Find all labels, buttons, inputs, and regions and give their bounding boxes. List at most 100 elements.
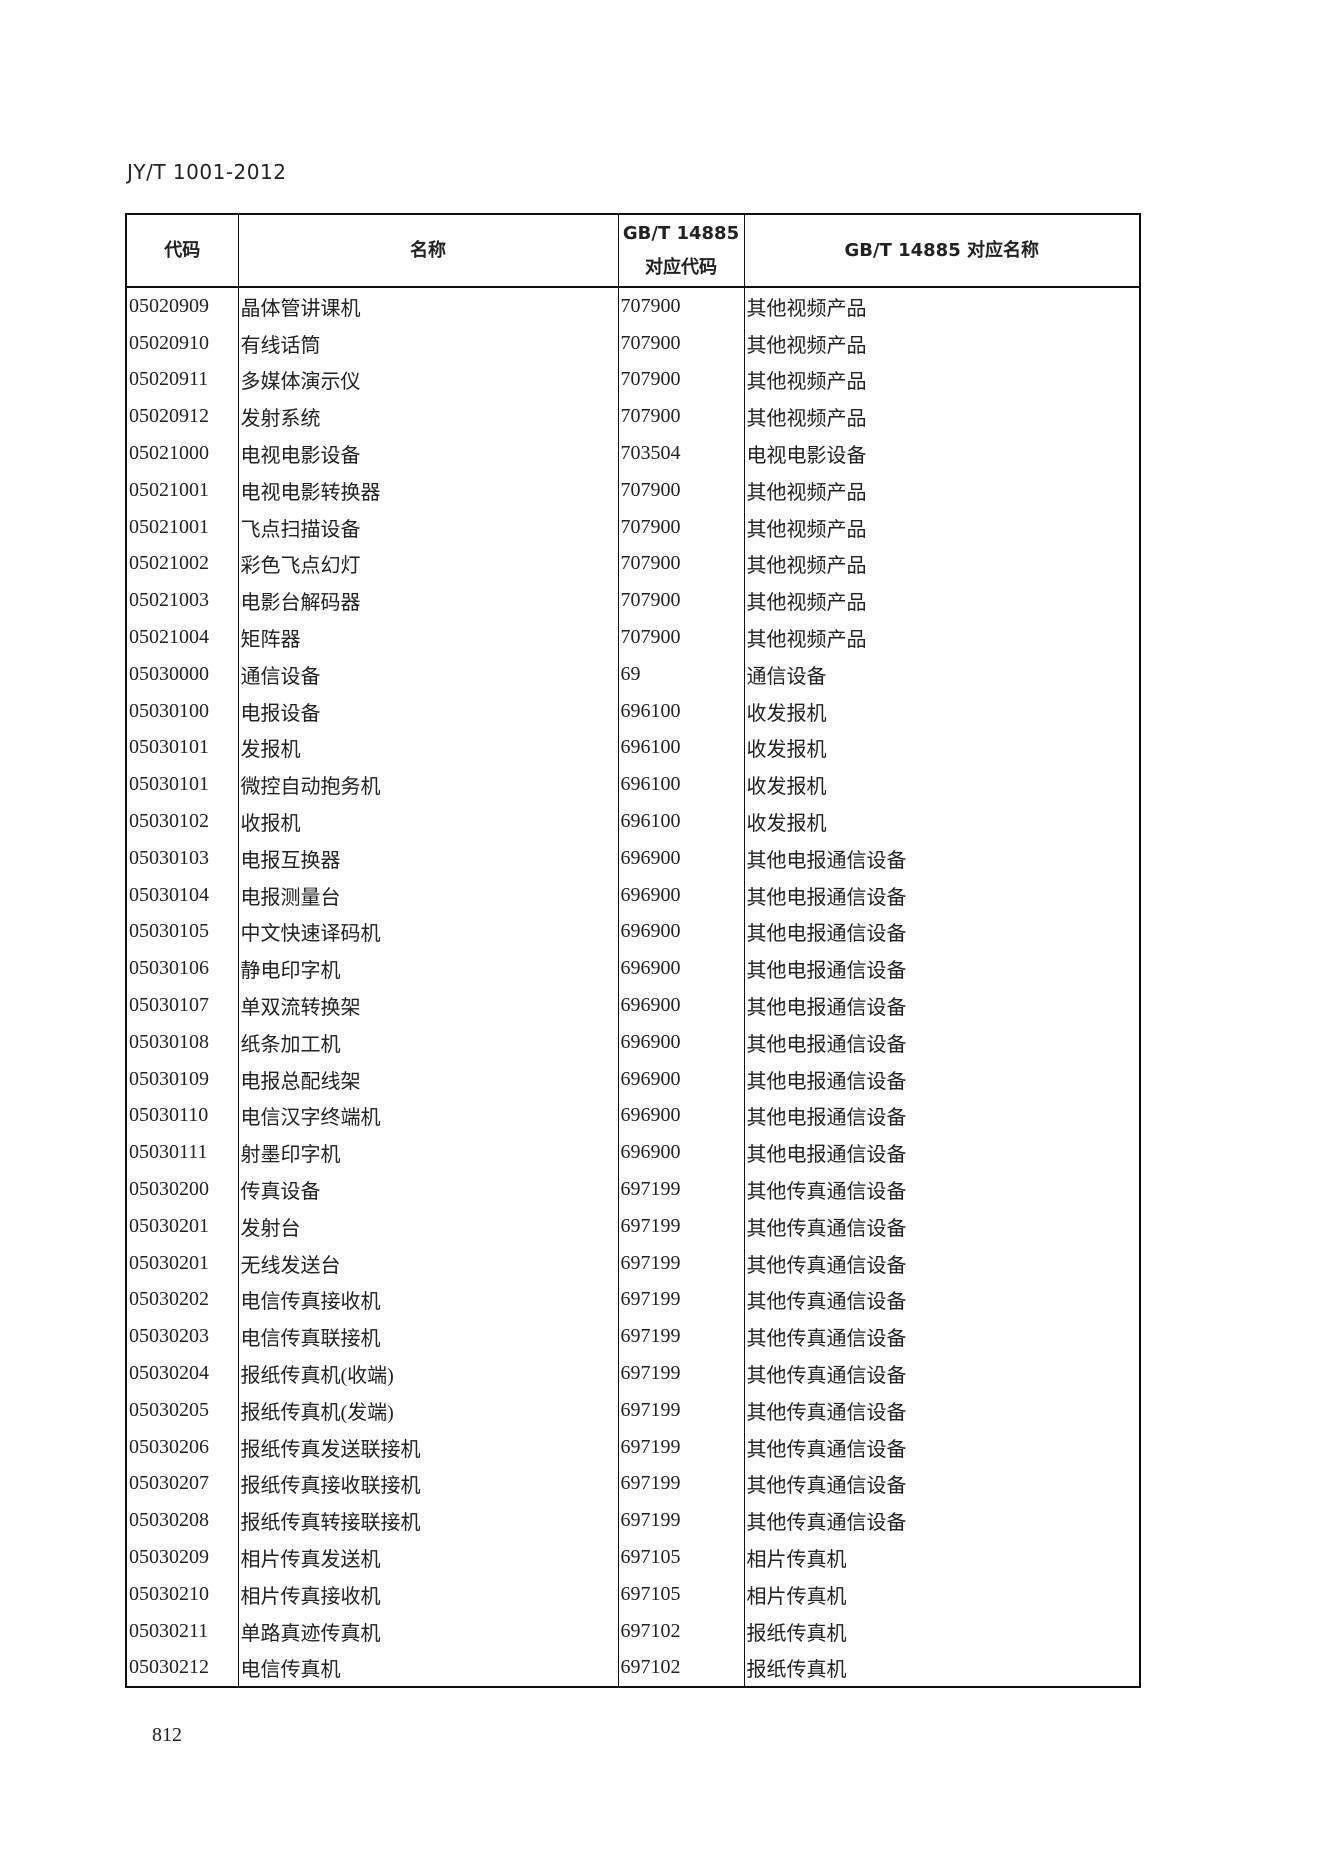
cell-gb-code: 697199 bbox=[617, 1318, 744, 1356]
table-row: 05030212 电信传真机 697102 报纸传真机 bbox=[126, 1649, 1140, 1688]
table-row: 05030201 无线发送台 697199 其他传真通信设备 bbox=[126, 1244, 1140, 1282]
cell-code: 05030204 bbox=[129, 1362, 209, 1384]
table-row: 05030101 发报机 696100 收发报机 bbox=[126, 729, 1140, 767]
code-table: 代码 名称 GB/T 14885 对应代码 GB/T 14885 对应名称 050… bbox=[125, 213, 1141, 1689]
cell-name: 发射系统 bbox=[237, 398, 618, 436]
cell-gb-name: 其他电报通信设备 bbox=[743, 1023, 1140, 1061]
cell-gb-code: 696900 bbox=[617, 839, 744, 877]
cell-code: 05030100 bbox=[129, 699, 209, 722]
cell-gb-name: 其他传真通信设备 bbox=[743, 1207, 1140, 1245]
table-row: 05030204 报纸传真机(收端) 697199 其他传真通信设备 bbox=[126, 1355, 1140, 1392]
table-header-row: 代码 名称 GB/T 14885 对应代码 GB/T 14885 对应名称 bbox=[126, 214, 1140, 288]
table-row: 05030201 发射台 697199 其他传真通信设备 bbox=[126, 1207, 1140, 1245]
cell-gb-name: 其他传真通信设备 bbox=[743, 1391, 1140, 1429]
table-row: 05030104 电报测量台 696900 其他电报通信设备 bbox=[126, 876, 1140, 914]
cell-code: 05030208 bbox=[129, 1509, 209, 1532]
cell-code: 05030203 bbox=[129, 1325, 209, 1348]
cell-gb-code: 703504 bbox=[617, 435, 744, 472]
cell-gb-name: 其他电报通信设备 bbox=[743, 876, 1140, 914]
cell-code: 05030108 bbox=[129, 1030, 209, 1053]
table-row: 05030110 电信汉字终端机 696900 其他电报通信设备 bbox=[126, 1097, 1140, 1135]
cell-gb-name: 其他电报通信设备 bbox=[743, 1134, 1140, 1172]
cell-name: 射墨印字机 bbox=[237, 1134, 618, 1172]
cell-gb-name: 报纸传真机 bbox=[743, 1612, 1140, 1650]
cell-code: 05030212 bbox=[129, 1656, 209, 1679]
cell-gb-code: 707900 bbox=[617, 324, 744, 362]
cell-name: 矩阵器 bbox=[237, 619, 618, 656]
cell-name: 通信设备 bbox=[237, 655, 618, 693]
cell-gb-code: 707900 bbox=[617, 508, 744, 546]
table-row: 05021000 电视电影设备 703504 电视电影设备 bbox=[126, 435, 1140, 472]
cell-gb-name: 其他视频产品 bbox=[743, 582, 1140, 620]
cell-gb-code: 697102 bbox=[617, 1612, 744, 1650]
cell-code: 05030210 bbox=[129, 1582, 209, 1605]
cell-name: 纸条加工机 bbox=[237, 1023, 618, 1061]
cell-code: 05030105 bbox=[129, 920, 209, 943]
cell-gb-code: 696900 bbox=[617, 913, 744, 951]
cell-code: 05030211 bbox=[129, 1619, 209, 1642]
cell-gb-name: 其他视频产品 bbox=[743, 361, 1140, 399]
table-row: 05021001 飞点扫描设备 707900 其他视频产品 bbox=[126, 508, 1140, 546]
cell-name: 电报测量台 bbox=[237, 876, 618, 914]
cell-gb-name: 其他视频产品 bbox=[743, 508, 1140, 546]
cell-code: 05030206 bbox=[129, 1435, 209, 1458]
cell-code: 05030000 bbox=[129, 662, 209, 685]
cell-gb-name: 其他视频产品 bbox=[743, 619, 1140, 656]
cell-name: 电报总配线架 bbox=[237, 1060, 618, 1098]
cell-code: 05030110 bbox=[129, 1104, 209, 1127]
cell-code: 05021002 bbox=[129, 552, 209, 575]
table-row: 05030106 静电印字机 696900 其他电报通信设备 bbox=[126, 950, 1140, 988]
cell-gb-name: 其他视频产品 bbox=[743, 287, 1140, 325]
cell-gb-name: 其他电报通信设备 bbox=[743, 950, 1140, 988]
cell-name: 电信传真机 bbox=[237, 1649, 618, 1688]
table-row: 05030102 收报机 696100 收发报机 bbox=[126, 803, 1140, 840]
table-row: 05020912 发射系统 707900 其他视频产品 bbox=[126, 398, 1140, 436]
cell-code: 05030109 bbox=[129, 1067, 209, 1090]
cell-gb-code: 696900 bbox=[617, 950, 744, 988]
cell-name: 彩色飞点幻灯 bbox=[237, 545, 618, 583]
cell-name: 报纸传真机(收端) bbox=[237, 1355, 618, 1392]
table-row: 05030105 中文快速译码机 696900 其他电报通信设备 bbox=[126, 913, 1140, 951]
cell-code: 05020911 bbox=[129, 368, 209, 391]
cell-gb-name: 收发报机 bbox=[743, 729, 1140, 767]
table-row: 05030000 通信设备 69 通信设备 bbox=[126, 655, 1140, 693]
cell-gb-name: 其他传真通信设备 bbox=[743, 1318, 1140, 1356]
table-row: 05030111 射墨印字机 696900 其他电报通信设备 bbox=[126, 1134, 1140, 1172]
cell-code: 05030101 bbox=[129, 773, 209, 796]
table-row: 05021001 电视电影转换器 707900 其他视频产品 bbox=[126, 471, 1140, 509]
table-row: 05020909 晶体管讲课机 707900 其他视频产品 bbox=[126, 287, 1140, 325]
header-gb-name: GB/T 14885 对应名称 bbox=[743, 214, 1140, 288]
cell-name: 报纸传真机(发端) bbox=[237, 1391, 618, 1429]
header-code: 代码 bbox=[126, 214, 238, 288]
table-row: 05030203 电信传真联接机 697199 其他传真通信设备 bbox=[126, 1318, 1140, 1356]
cell-name: 电影台解码器 bbox=[237, 582, 618, 620]
cell-gb-code: 69 bbox=[617, 655, 744, 693]
cell-gb-code: 696900 bbox=[617, 1060, 744, 1098]
cell-gb-name: 电视电影设备 bbox=[743, 435, 1140, 472]
table-row: 05030202 电信传真接收机 697199 其他传真通信设备 bbox=[126, 1281, 1140, 1319]
cell-code: 05020909 bbox=[129, 294, 209, 317]
cell-name: 有线话筒 bbox=[237, 324, 618, 362]
cell-gb-name: 其他视频产品 bbox=[743, 398, 1140, 436]
cell-gb-name: 其他传真通信设备 bbox=[743, 1281, 1140, 1319]
cell-gb-name: 报纸传真机 bbox=[743, 1649, 1140, 1688]
cell-gb-name: 其他视频产品 bbox=[743, 324, 1140, 362]
cell-code: 05030209 bbox=[129, 1545, 209, 1568]
table-row: 05030107 单双流转换架 696900 其他电报通信设备 bbox=[126, 987, 1140, 1024]
cell-code: 05030102 bbox=[129, 810, 209, 833]
cell-name: 单路真迹传真机 bbox=[237, 1612, 618, 1650]
cell-gb-name: 其他传真通信设备 bbox=[743, 1244, 1140, 1282]
cell-code: 05030104 bbox=[129, 883, 209, 906]
table-row: 05030211 单路真迹传真机 697102 报纸传真机 bbox=[126, 1612, 1140, 1650]
header-gb-code: GB/T 14885 对应代码 bbox=[617, 214, 744, 288]
cell-gb-name: 其他传真通信设备 bbox=[743, 1465, 1140, 1503]
cell-name: 单双流转换架 bbox=[237, 987, 618, 1024]
cell-code: 05020912 bbox=[129, 405, 209, 428]
cell-code: 05030111 bbox=[129, 1141, 208, 1164]
cell-gb-code: 696900 bbox=[617, 876, 744, 914]
cell-code: 05030207 bbox=[129, 1472, 209, 1495]
cell-code: 05030101 bbox=[129, 736, 209, 759]
cell-gb-name: 其他电报通信设备 bbox=[743, 1097, 1140, 1135]
cell-name: 电报互换器 bbox=[237, 839, 618, 877]
cell-name: 多媒体演示仪 bbox=[237, 361, 618, 399]
